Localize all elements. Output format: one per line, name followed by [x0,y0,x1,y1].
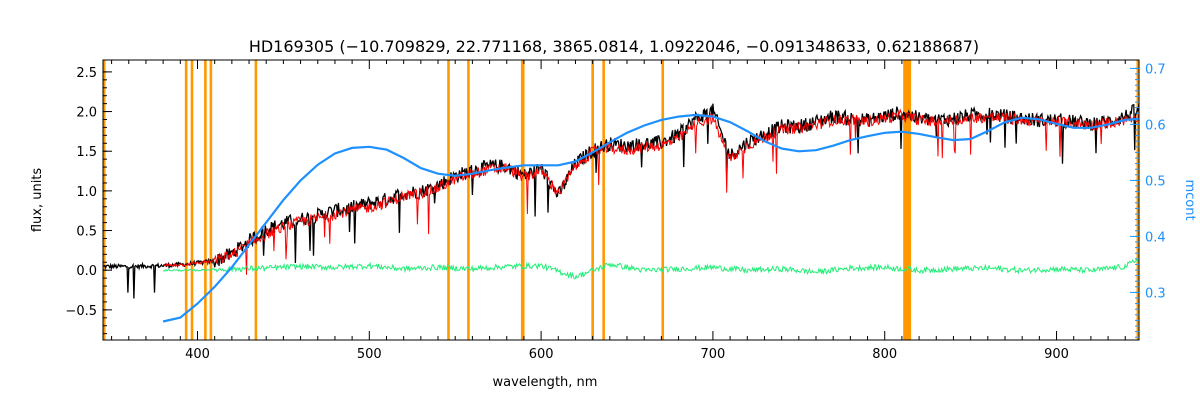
x-tick-label: 700 [701,347,726,362]
y-tick-label: −0.5 [65,304,97,319]
y-tick-label: 0.0 [76,264,97,279]
x-tick-label: 500 [357,347,382,362]
tick-labels: 400 500 600 700 800 900 −0.5 0.0 0.5 1.0 1.5 2.0 2.5… [65,62,1165,362]
x-tick-label: 600 [529,347,554,362]
right-y-axis-label: mcont [1182,179,1197,220]
series-mcont-line [162,113,1140,323]
y-tick-label: 1.5 [76,145,97,160]
masked-line-markers [102,60,1140,340]
y-tick-label: 2.0 [76,106,97,121]
series-residual-line [162,258,1139,280]
plot-frame [102,59,1140,341]
y2-tick-label: 0.3 [1145,286,1166,301]
y2-tick-label: 0.7 [1145,62,1166,77]
series-model-line [162,108,1140,275]
chart-title: HD169305 (−10.709829, 22.771168, 3865.08… [249,37,979,56]
x-tick-label: 800 [872,347,897,362]
x-tick-label: 900 [1044,347,1069,362]
y2-tick-label: 0.5 [1145,174,1166,189]
y-tick-label: 1.0 [76,185,97,200]
y-tick-label: 0.5 [76,225,97,240]
series-group [102,103,1140,323]
y2-tick-label: 0.6 [1145,118,1166,133]
y2-tick-label: 0.4 [1145,230,1166,245]
y-tick-label: 2.5 [76,66,97,81]
x-axis-label: wavelength, nm [493,375,598,390]
series-observed-line [102,103,1140,299]
x-tick-label: 400 [185,347,210,362]
y-axis-label: flux, units [30,168,45,233]
axis-ticks [103,60,1139,340]
